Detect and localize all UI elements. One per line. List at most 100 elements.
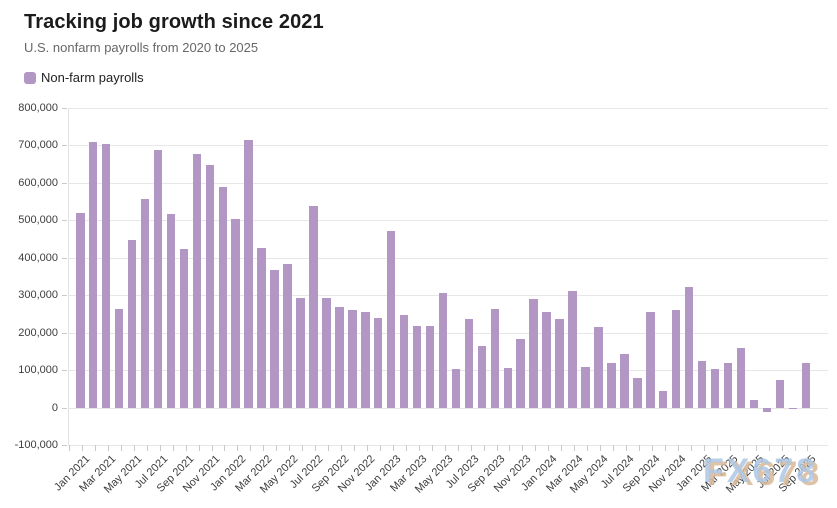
x-axis-tick: [794, 445, 796, 451]
legend-item-nonfarm-payrolls[interactable]: Non-farm payrolls: [24, 70, 144, 85]
bar[interactable]: [633, 378, 642, 408]
bar[interactable]: [335, 306, 344, 408]
bar[interactable]: [322, 298, 331, 408]
gridline: [68, 220, 828, 222]
bar[interactable]: [490, 309, 500, 408]
bar[interactable]: [425, 326, 435, 408]
x-axis-tick: [198, 445, 200, 451]
bar[interactable]: [244, 140, 253, 408]
bar[interactable]: [697, 360, 707, 408]
x-axis-tick: [496, 445, 498, 451]
bar[interactable]: [749, 400, 759, 408]
y-axis-tick: [62, 257, 67, 259]
page-title: Tracking job growth since 2021: [24, 11, 324, 33]
bar[interactable]: [542, 311, 551, 408]
x-axis-tick: [211, 445, 213, 451]
x-axis-tick: [755, 445, 757, 451]
y-axis-label: 600,000: [18, 176, 58, 189]
x-axis-tick: [69, 445, 70, 451]
bar[interactable]: [373, 318, 383, 408]
y-axis-label: 500,000: [18, 214, 58, 227]
bar[interactable]: [153, 149, 163, 408]
x-axis-tick: [172, 445, 174, 451]
x-axis-tick: [651, 445, 653, 451]
bar[interactable]: [801, 362, 810, 408]
bar[interactable]: [76, 212, 85, 408]
y-axis-tick: [62, 182, 67, 184]
x-axis-tick: [781, 445, 783, 451]
y-axis-tick: [62, 332, 67, 334]
x-axis-tick: [120, 445, 122, 451]
bar[interactable]: [348, 309, 357, 408]
bar[interactable]: [788, 407, 798, 410]
gridline: [68, 332, 828, 334]
bar[interactable]: [114, 309, 124, 408]
bar[interactable]: [296, 297, 305, 408]
bar[interactable]: [438, 292, 448, 408]
bar[interactable]: [710, 369, 720, 408]
gridline: [68, 257, 828, 259]
y-axis-tick: [62, 407, 67, 409]
y-axis-tick: [62, 145, 67, 147]
bar[interactable]: [218, 187, 227, 408]
bar[interactable]: [762, 407, 772, 413]
x-axis-tick: [470, 445, 472, 451]
bar[interactable]: [503, 368, 513, 408]
bar[interactable]: [192, 154, 202, 408]
bar[interactable]: [257, 248, 266, 408]
x-axis-tick: [522, 445, 524, 451]
bar[interactable]: [451, 368, 461, 408]
bar[interactable]: [736, 348, 746, 408]
bar[interactable]: [270, 269, 279, 408]
bar[interactable]: [101, 143, 111, 408]
bar[interactable]: [386, 230, 396, 408]
x-axis-tick: [94, 445, 96, 451]
x-axis-tick: [392, 445, 394, 451]
bar[interactable]: [723, 362, 733, 408]
x-axis-tick: [302, 445, 304, 451]
x-axis-tick: [379, 445, 381, 451]
bar[interactable]: [399, 314, 409, 408]
bar[interactable]: [166, 213, 176, 408]
bar[interactable]: [231, 219, 240, 408]
bar[interactable]: [581, 367, 590, 408]
x-axis-tick: [639, 445, 641, 451]
bar[interactable]: [775, 380, 785, 408]
bar[interactable]: [88, 141, 98, 408]
bar[interactable]: [140, 198, 150, 408]
bar[interactable]: [658, 391, 668, 408]
bar[interactable]: [179, 248, 189, 408]
gridline: [68, 407, 828, 409]
bar[interactable]: [607, 363, 616, 408]
bar[interactable]: [127, 240, 137, 408]
bar[interactable]: [309, 206, 318, 408]
bar[interactable]: [620, 353, 629, 408]
x-axis-tick: [133, 445, 135, 451]
x-axis-tick: [587, 445, 589, 451]
bar[interactable]: [464, 319, 474, 408]
bar[interactable]: [555, 319, 564, 408]
bar[interactable]: [477, 345, 487, 408]
y-axis-label: 0: [51, 401, 58, 414]
bar[interactable]: [684, 286, 694, 408]
x-axis-tick: [276, 445, 278, 451]
x-axis-tick: [263, 445, 265, 451]
bar[interactable]: [412, 326, 422, 408]
x-axis-tick: [574, 445, 576, 451]
x-axis-tick: [354, 445, 356, 451]
x-axis-tick: [664, 445, 666, 451]
x-axis-tick: [405, 445, 407, 451]
y-axis-label: 700,000: [18, 139, 58, 152]
bar[interactable]: [646, 312, 655, 408]
bar[interactable]: [594, 326, 603, 408]
x-axis-tick: [690, 445, 692, 451]
bar[interactable]: [516, 339, 525, 408]
bar[interactable]: [361, 311, 370, 408]
bar[interactable]: [671, 309, 681, 408]
bar[interactable]: [568, 291, 577, 408]
bar[interactable]: [205, 165, 215, 408]
bar[interactable]: [529, 298, 538, 408]
x-axis-tick: [548, 445, 550, 451]
bar[interactable]: [283, 263, 292, 408]
x-axis-tick: [626, 445, 628, 451]
